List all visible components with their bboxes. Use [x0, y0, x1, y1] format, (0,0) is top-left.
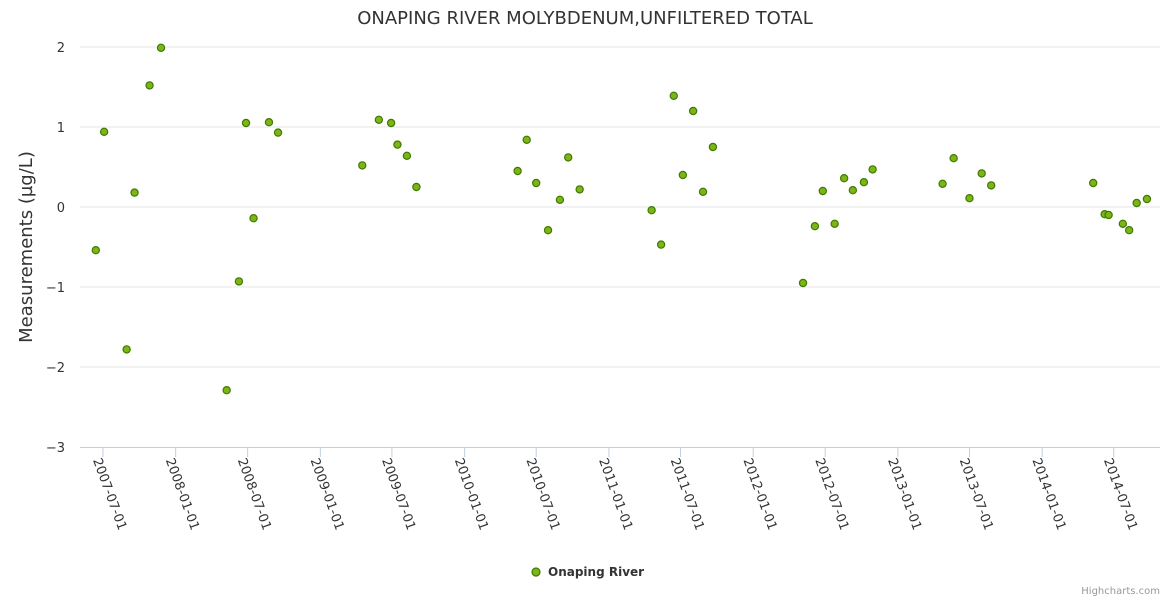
data-point[interactable] — [1124, 225, 1134, 235]
data-point[interactable] — [249, 213, 258, 223]
data-point[interactable] — [818, 186, 827, 196]
data-point[interactable] — [222, 386, 231, 395]
y-axis-ticks: 2 1 0 −1 −2 −3 — [46, 41, 65, 456]
credits-link[interactable]: Highcharts.com — [1081, 586, 1160, 597]
data-point[interactable] — [1104, 210, 1113, 220]
data-point[interactable] — [412, 182, 421, 192]
data-points — [91, 43, 1152, 395]
x-tick-label: 2014-01-01 — [1028, 456, 1068, 532]
legend[interactable]: Onaping River — [531, 565, 644, 579]
data-point[interactable] — [698, 187, 708, 196]
data-point[interactable] — [1118, 219, 1128, 228]
data-point[interactable] — [938, 179, 947, 188]
y-tick-label: −2 — [46, 361, 65, 376]
data-point[interactable] — [977, 169, 986, 178]
data-point[interactable] — [522, 135, 531, 144]
data-point[interactable] — [531, 178, 541, 188]
x-tick-label: 2012-07-01 — [811, 456, 851, 532]
data-point[interactable] — [1088, 178, 1098, 188]
x-tick-label: 2012-01-01 — [739, 456, 779, 532]
data-point[interactable] — [1132, 198, 1141, 208]
data-point[interactable] — [839, 173, 849, 183]
y-tick-label: 0 — [57, 201, 65, 216]
data-point[interactable] — [234, 277, 244, 286]
data-point[interactable] — [386, 118, 396, 128]
data-point[interactable] — [273, 128, 283, 137]
data-point[interactable] — [374, 115, 384, 125]
x-tick-label: 2008-01-01 — [162, 456, 202, 532]
data-point[interactable] — [156, 43, 166, 53]
data-point[interactable] — [965, 193, 974, 203]
gridlines — [80, 46, 1160, 368]
x-tick-label: 2011-07-01 — [667, 456, 707, 532]
data-point[interactable] — [678, 170, 688, 180]
y-tick-label: −1 — [46, 281, 65, 296]
data-point[interactable] — [241, 118, 251, 128]
x-tick-label: 2014-07-01 — [1100, 456, 1140, 532]
data-point[interactable] — [848, 185, 858, 195]
x-tick-label: 2009-07-01 — [378, 456, 418, 532]
data-point[interactable] — [564, 153, 573, 162]
data-point[interactable] — [513, 166, 522, 176]
x-tick-label: 2007-07-01 — [89, 456, 129, 532]
data-point[interactable] — [647, 205, 656, 215]
x-tick-label: 2010-01-01 — [451, 456, 491, 532]
y-axis-label: Measurements (µg/L) — [16, 151, 37, 343]
x-tick-label: 2009-01-01 — [307, 456, 347, 532]
data-point[interactable] — [656, 240, 666, 249]
data-point[interactable] — [264, 117, 274, 127]
data-point[interactable] — [145, 81, 154, 90]
data-point[interactable] — [393, 140, 402, 149]
data-point[interactable] — [810, 221, 820, 231]
data-point[interactable] — [1142, 194, 1152, 204]
data-point[interactable] — [99, 127, 109, 136]
x-tick-label: 2011-01-01 — [595, 456, 635, 532]
x-tick-label: 2013-01-01 — [884, 456, 924, 532]
legend-marker — [531, 567, 541, 577]
data-point[interactable] — [859, 177, 869, 187]
y-tick-label: 2 — [57, 41, 65, 56]
data-point[interactable] — [830, 219, 839, 228]
data-point[interactable] — [122, 345, 131, 354]
data-point[interactable] — [358, 161, 367, 170]
legend-label-onaping-river[interactable]: Onaping River — [548, 565, 644, 579]
y-tick-label: 1 — [57, 121, 65, 136]
data-point[interactable] — [868, 165, 877, 174]
data-point[interactable] — [402, 151, 412, 160]
data-point[interactable] — [543, 225, 553, 235]
x-tick-label: 2010-07-01 — [522, 456, 562, 532]
data-point[interactable] — [798, 278, 808, 288]
y-tick-label: −3 — [46, 441, 65, 456]
data-point[interactable] — [949, 153, 958, 163]
data-point[interactable] — [669, 91, 678, 101]
data-point[interactable] — [91, 245, 101, 255]
data-point[interactable] — [688, 106, 698, 116]
data-point[interactable] — [708, 142, 718, 152]
data-point[interactable] — [575, 185, 584, 194]
data-point[interactable] — [987, 181, 996, 190]
chart-title: ONAPING RIVER MOLYBDENUM,UNFILTERED TOTA… — [357, 8, 813, 29]
x-axis: 2007-07-01 2008-01-01 2008-07-01 2009-01-01… — [80, 447, 1160, 532]
x-tick-label: 2013-07-01 — [956, 456, 996, 532]
x-tick-label: 2008-07-01 — [234, 456, 274, 532]
data-point[interactable] — [130, 188, 139, 197]
data-point[interactable] — [555, 195, 565, 204]
